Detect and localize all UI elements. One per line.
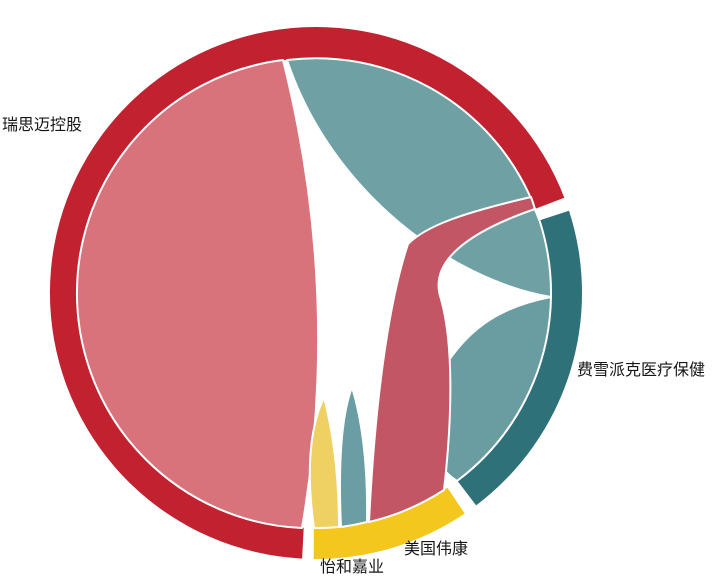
ribbon-bmc-spike: [308, 396, 340, 530]
label-meiguo-weikang: 美国伟康: [404, 541, 469, 558]
ribbon-fisher-resmed-upper: [286, 57, 553, 298]
label-yihe-jiaye: 怡和嘉业: [320, 559, 385, 576]
ribbon-weikang-resmed: [368, 196, 536, 523]
ribbon-fisher-spike: [339, 386, 369, 528]
arc-bmc-weikang: [313, 487, 465, 560]
label-ruisimai-holdings: 瑞思迈控股: [2, 117, 83, 134]
label-fisher-paykel-healthcare: 费雪派克医疗保健: [577, 362, 706, 379]
ribbon-resmed-self: [75, 59, 320, 529]
